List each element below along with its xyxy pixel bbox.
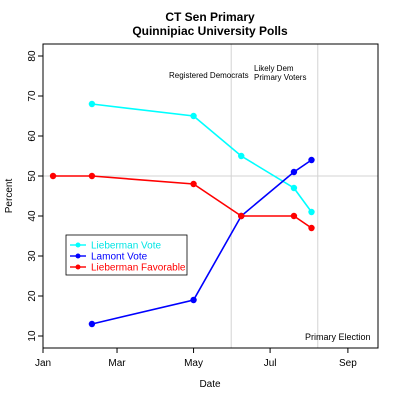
data-point-lamont-vote	[88, 320, 96, 328]
annotation-registered-democrats: Registered Democrats	[169, 71, 249, 80]
annotation-likely-dem-line1: Likely Dem	[254, 64, 294, 73]
data-point-lieberman-favorable	[290, 212, 298, 220]
data-point-lieberman-favorable	[238, 212, 245, 220]
plot-area-border	[42, 43, 379, 349]
series-line-lieberman-favorable	[53, 175, 312, 229]
annotation-primary-election: Primary Election	[305, 332, 371, 342]
x-tick-label: Jan	[35, 358, 51, 369]
x-tick-label: May	[184, 358, 203, 369]
data-point-lamont-vote	[308, 156, 315, 164]
legend-label-lieberman-favorable: Lieberman Favorable	[91, 263, 186, 274]
legend-marker-lieberman-favorable	[75, 264, 81, 270]
y-tick-label: 50	[27, 170, 38, 182]
data-point-lamont-vote	[290, 168, 298, 176]
chart-subtitle: Quinnipiac University Polls	[132, 24, 288, 38]
annotation-likely-dem-line2: Primary Voters	[254, 73, 306, 82]
data-point-lieberman-favorable	[190, 180, 197, 188]
x-tick-label: Sep	[339, 358, 357, 369]
x-tick-label: Mar	[108, 358, 126, 369]
data-point-lieberman-vote	[88, 100, 96, 108]
y-tick-label: 20	[27, 290, 38, 302]
data-point-lieberman-favorable	[49, 172, 57, 180]
data-point-lieberman-vote	[308, 208, 315, 216]
legend-item-lieberman-vote: Lieberman Vote	[70, 241, 161, 252]
y-tick-label: 80	[27, 50, 38, 62]
x-axis-label: Date	[199, 379, 221, 390]
y-tick-label: 30	[27, 250, 38, 262]
legend-marker-lieberman-vote	[75, 242, 81, 248]
legend-label-lamont-vote: Lamont Vote	[91, 252, 148, 263]
legend-box	[65, 234, 188, 276]
y-tick-label: 70	[27, 90, 38, 102]
y-tick-label: 40	[27, 210, 38, 222]
legend: Lieberman Vote Lamont Vote Lieberman Fav…	[65, 234, 188, 276]
series-layer	[49, 100, 315, 328]
series-line-lieberman-vote	[91, 103, 313, 213]
y-tick-label: 10	[27, 330, 38, 342]
legend-label-lieberman-vote: Lieberman Vote	[91, 241, 161, 252]
data-point-lieberman-vote	[190, 112, 197, 120]
series-lieberman-favorable	[49, 172, 315, 232]
data-point-lieberman-favorable	[308, 224, 315, 232]
axes: Jan Mar May Jul Sep 10 20 30 40 50 60 70 80	[27, 43, 379, 369]
legend-marker-lamont-vote	[75, 253, 81, 259]
data-point-lamont-vote	[190, 296, 197, 304]
y-axis-label: Percent	[4, 179, 15, 214]
legend-item-lamont-vote: Lamont Vote	[70, 252, 148, 263]
data-point-lieberman-vote	[238, 152, 245, 160]
y-tick-label: 60	[27, 130, 38, 142]
series-lieberman-vote	[88, 100, 315, 216]
x-tick-label: Jul	[264, 358, 277, 369]
legend-item-lieberman-favorable: Lieberman Favorable	[70, 263, 186, 274]
data-point-lieberman-vote	[290, 184, 298, 192]
chart-title: CT Sen Primary	[165, 10, 255, 24]
data-point-lieberman-favorable	[88, 172, 96, 180]
